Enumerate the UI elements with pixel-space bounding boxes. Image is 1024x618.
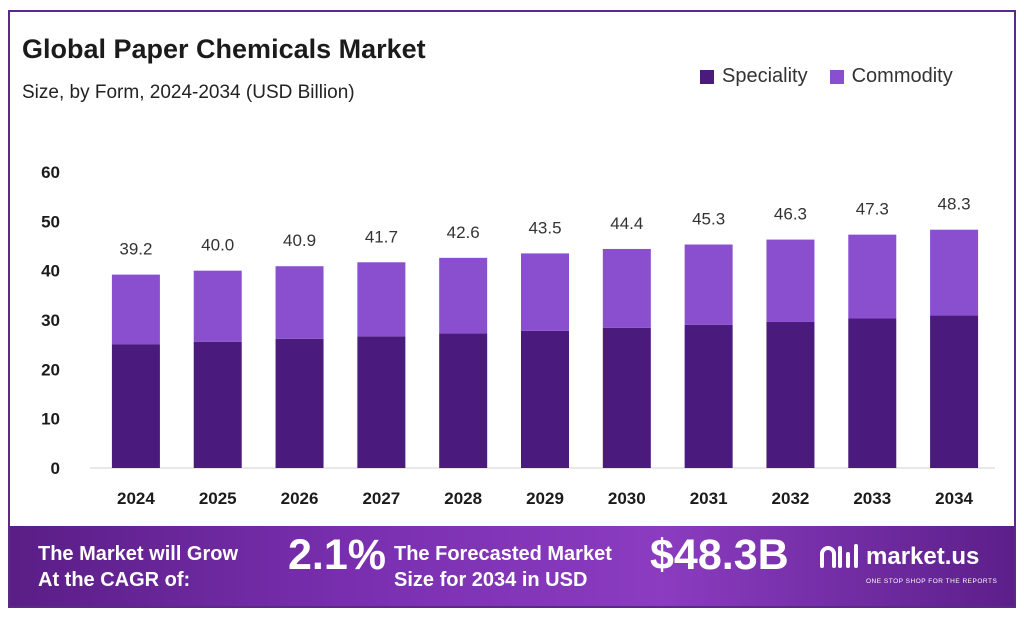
- y-tick-label: 0: [51, 459, 60, 478]
- total-label: 47.3: [856, 200, 889, 219]
- forecast-label: The Forecasted Market Size for 2034 in U…: [394, 541, 654, 593]
- bar-speciality: [275, 338, 324, 468]
- bar-commodity: [193, 270, 242, 342]
- bar-commodity: [439, 257, 488, 334]
- total-label: 39.2: [119, 240, 152, 259]
- total-label: 46.3: [774, 205, 807, 224]
- x-tick-label: 2030: [608, 489, 646, 508]
- total-label: 42.6: [447, 223, 480, 242]
- x-tick-label: 2033: [853, 489, 891, 508]
- forecast-value: $48.3B: [650, 531, 789, 579]
- bar-speciality: [848, 318, 897, 468]
- bar-commodity: [602, 248, 651, 328]
- bar-speciality: [684, 324, 733, 468]
- bar-speciality: [521, 330, 569, 468]
- x-tick-label: 2027: [362, 489, 400, 508]
- chart-subtitle: Size, by Form, 2024-2034 (USD Billion): [22, 82, 355, 103]
- bar-commodity: [111, 274, 160, 345]
- bar-commodity: [766, 239, 815, 322]
- legend-item-commodity: Commodity: [829, 65, 953, 88]
- legend-swatch-commodity: [829, 69, 844, 84]
- cagr-label-line1: The Market will Grow: [38, 543, 239, 565]
- x-tick-label: 2031: [690, 489, 728, 508]
- x-tick-label: 2025: [199, 489, 237, 508]
- legend-item-speciality: Speciality: [700, 65, 808, 88]
- bar-speciality: [111, 344, 160, 468]
- y-tick-label: 20: [41, 360, 60, 379]
- summary-banner: The Market will Grow At the CAGR of: 2.1…: [10, 526, 1014, 606]
- market-us-logo[interactable]: market.us: [818, 542, 979, 572]
- bar-commodity: [930, 229, 979, 316]
- total-label: 41.7: [365, 227, 398, 246]
- bar-speciality: [193, 341, 242, 468]
- cagr-label: The Market will Grow At the CAGR of:: [38, 541, 288, 593]
- legend: Speciality Commodity: [700, 65, 953, 88]
- bar-commodity: [275, 266, 324, 339]
- bar-chart: 010203040506039.2202440.0202540.9202641.…: [41, 163, 995, 508]
- chart-frame: Global Paper Chemicals Market Size, by F…: [8, 10, 1016, 608]
- chart-title: Global Paper Chemicals Market: [22, 34, 426, 64]
- forecast-label-line1: The Forecasted Market: [394, 543, 612, 565]
- cagr-value: 2.1%: [288, 531, 387, 579]
- legend-label-speciality: Speciality: [722, 65, 808, 87]
- total-label: 40.9: [283, 231, 316, 250]
- y-tick-label: 40: [41, 262, 60, 281]
- bar-speciality: [766, 321, 815, 468]
- legend-label-commodity: Commodity: [851, 65, 953, 87]
- x-tick-label: 2032: [772, 489, 810, 508]
- bar-commodity: [521, 253, 569, 331]
- y-tick-label: 60: [41, 163, 60, 182]
- forecast-label-line2: Size for 2034 in USD: [394, 569, 588, 591]
- cagr-label-line2: At the CAGR of:: [38, 569, 191, 591]
- x-tick-label: 2026: [281, 489, 319, 508]
- bar-speciality: [439, 333, 488, 468]
- x-tick-label: 2024: [117, 489, 155, 508]
- x-tick-label: 2034: [935, 489, 973, 508]
- total-label: 43.5: [528, 218, 561, 237]
- total-label: 48.3: [938, 195, 971, 214]
- logo-tagline: ONE STOP SHOP FOR THE REPORTS: [866, 578, 998, 585]
- logo-text: market.us: [866, 543, 980, 570]
- y-tick-label: 50: [41, 212, 60, 231]
- y-tick-label: 10: [41, 410, 60, 429]
- bar-commodity: [357, 262, 406, 337]
- x-tick-label: 2028: [444, 489, 482, 508]
- bar-speciality: [602, 327, 651, 468]
- bar-speciality: [357, 336, 406, 468]
- total-label: 40.0: [201, 236, 234, 255]
- x-tick-label: 2029: [526, 489, 564, 508]
- bar-speciality: [930, 315, 979, 468]
- y-tick-label: 30: [41, 311, 60, 330]
- total-label: 44.4: [610, 214, 643, 233]
- bar-commodity: [684, 244, 733, 325]
- legend-swatch-speciality: [700, 69, 714, 84]
- bar-commodity: [848, 234, 897, 319]
- market-us-logo-icon: [820, 544, 858, 568]
- total-label: 45.3: [692, 210, 725, 229]
